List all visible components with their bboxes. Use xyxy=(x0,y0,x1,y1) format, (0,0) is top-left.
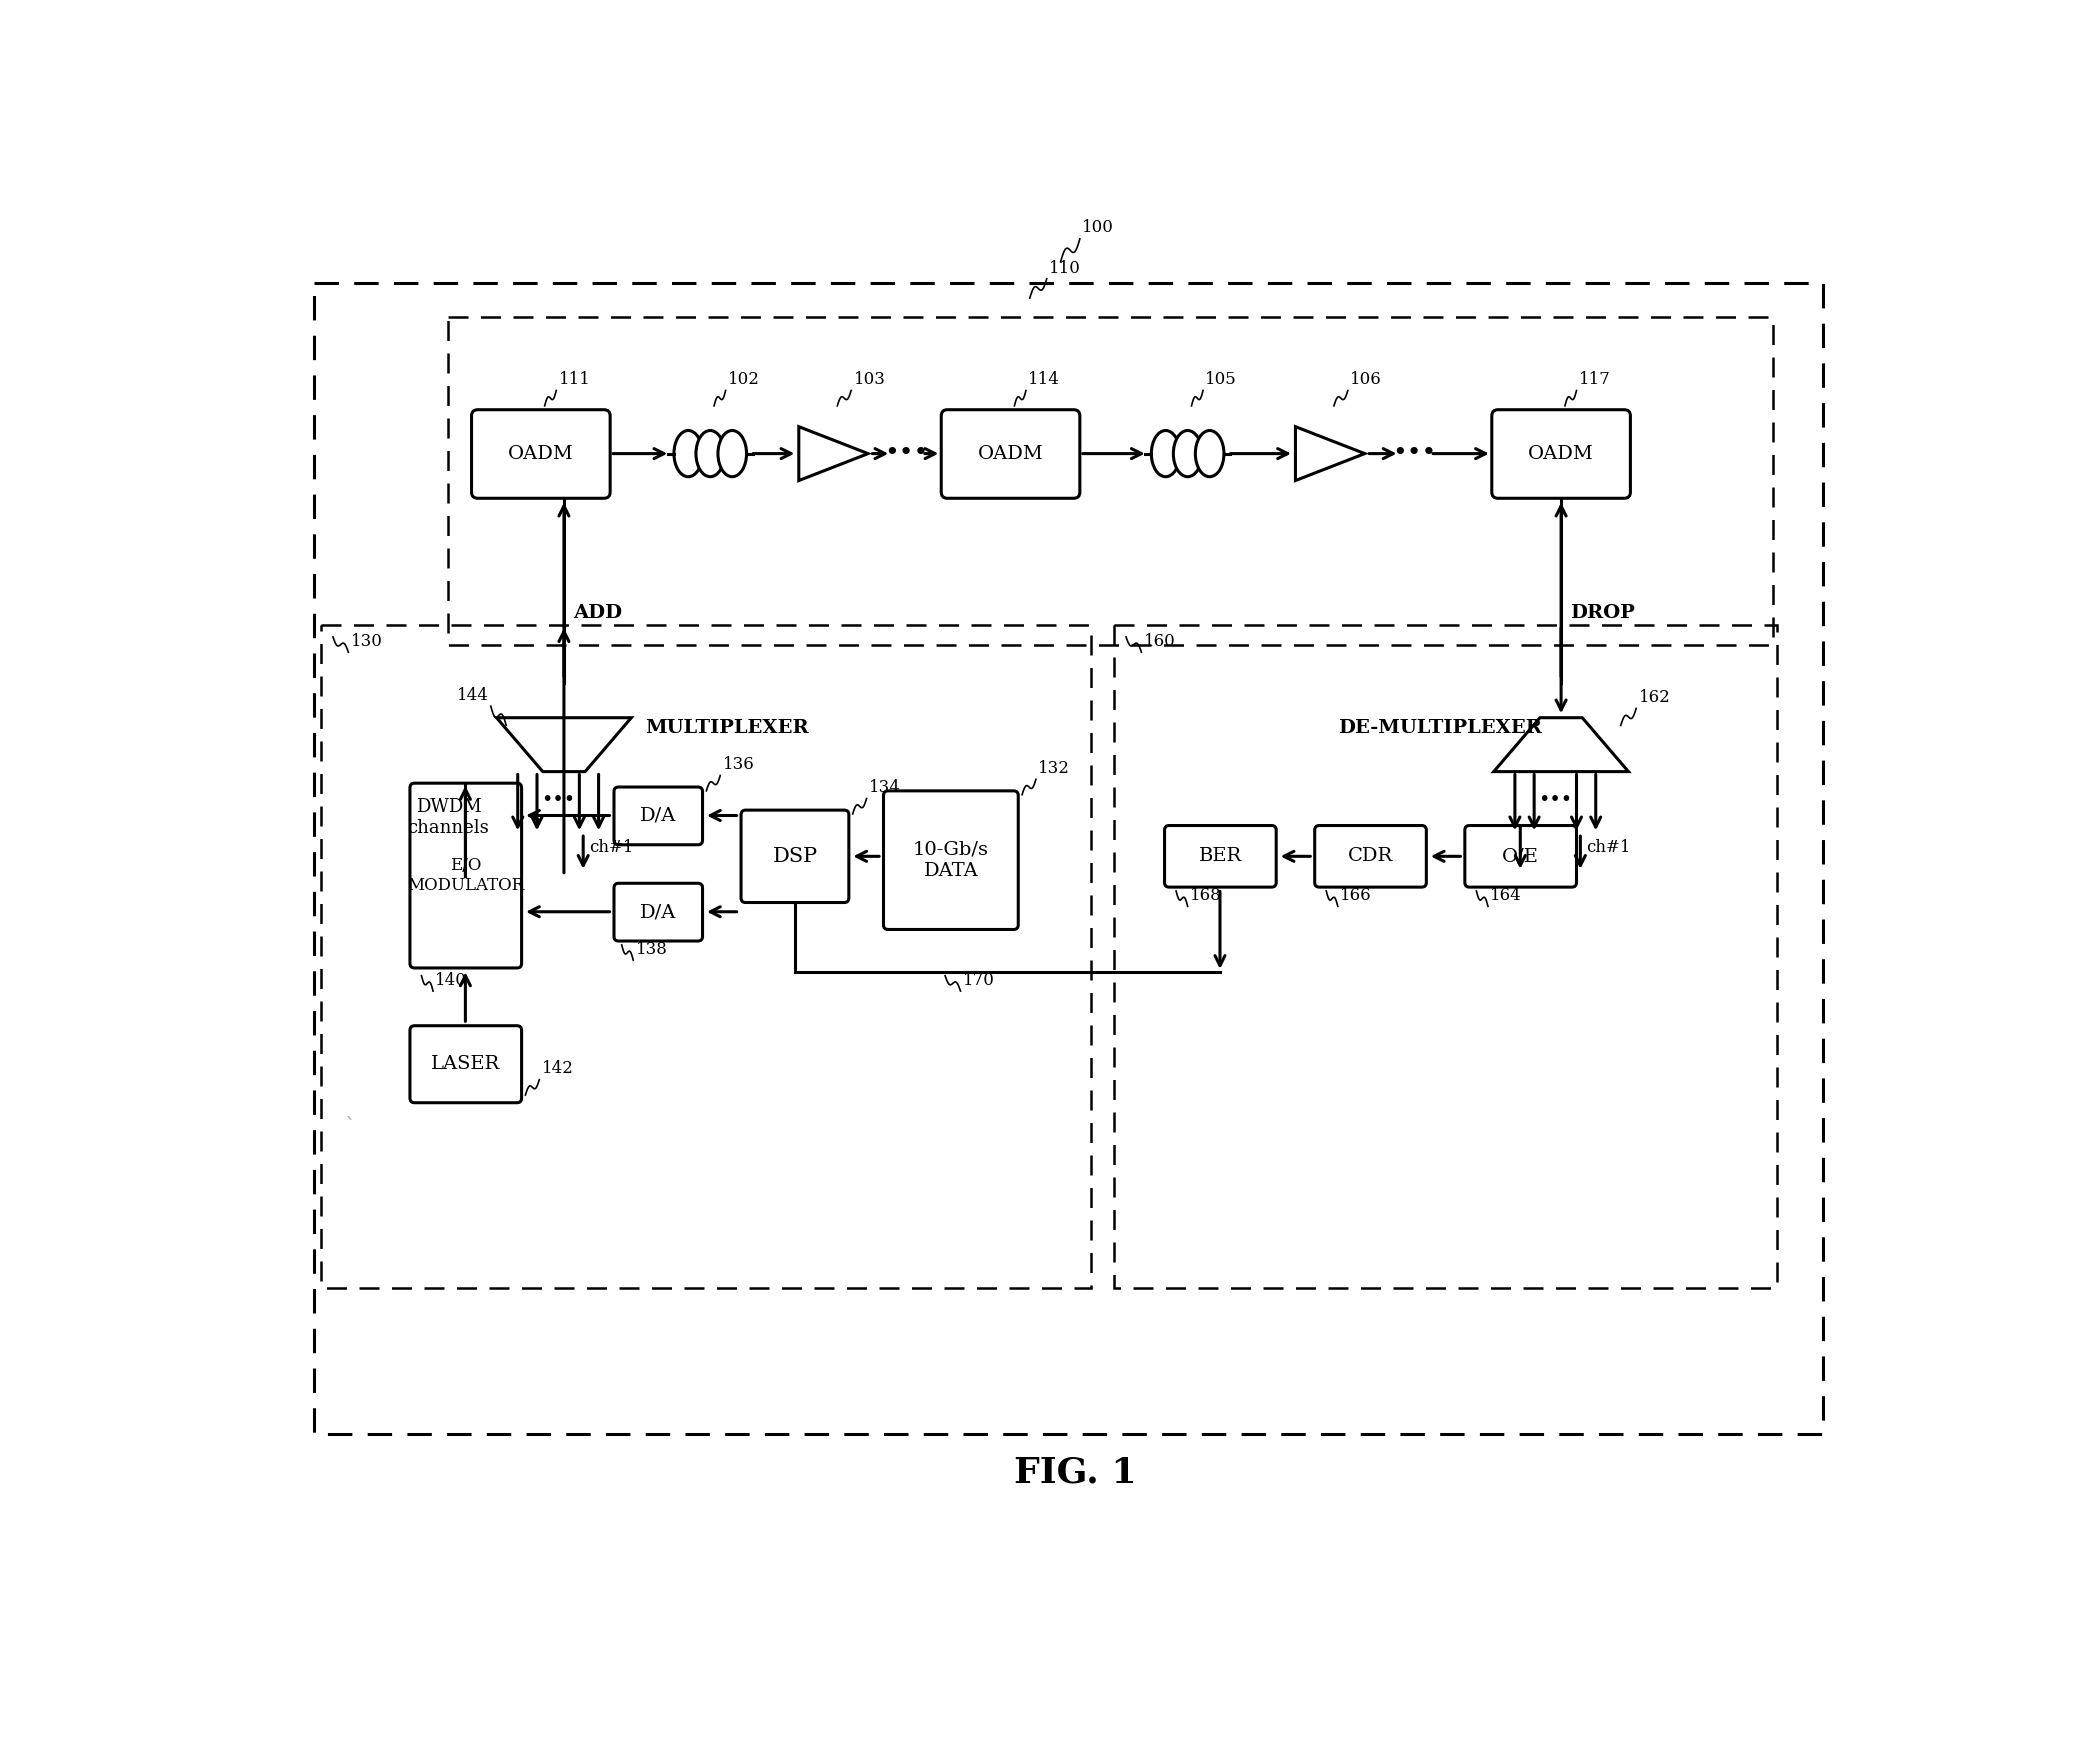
Text: •••: ••• xyxy=(1538,789,1571,808)
Polygon shape xyxy=(1494,718,1628,772)
Text: •••: ••• xyxy=(1393,442,1437,464)
Text: 102: 102 xyxy=(728,372,759,388)
Polygon shape xyxy=(799,426,869,480)
Ellipse shape xyxy=(718,431,747,477)
Text: O/E: O/E xyxy=(1502,847,1540,866)
Text: 10-Gb/s
DATA: 10-Gb/s DATA xyxy=(913,842,988,880)
FancyBboxPatch shape xyxy=(1464,826,1576,887)
FancyBboxPatch shape xyxy=(1315,826,1427,887)
Text: OADM: OADM xyxy=(978,445,1043,463)
Bar xyxy=(321,625,1091,1287)
Ellipse shape xyxy=(697,431,724,477)
Text: ch#1: ch#1 xyxy=(590,840,634,857)
Text: OADM: OADM xyxy=(1527,445,1594,463)
Text: 117: 117 xyxy=(1580,372,1611,388)
FancyBboxPatch shape xyxy=(409,784,522,967)
Text: 164: 164 xyxy=(1490,887,1521,904)
Text: 144: 144 xyxy=(457,686,489,704)
Bar xyxy=(449,318,1773,644)
Text: 170: 170 xyxy=(963,973,994,988)
FancyBboxPatch shape xyxy=(409,1025,522,1103)
Text: E/O
MODULATOR: E/O MODULATOR xyxy=(407,857,524,894)
Text: 130: 130 xyxy=(350,634,382,650)
Text: 142: 142 xyxy=(541,1060,573,1077)
Polygon shape xyxy=(497,718,631,772)
Text: LASER: LASER xyxy=(432,1055,501,1074)
Text: ADD: ADD xyxy=(573,604,623,622)
Bar xyxy=(315,283,1823,1433)
FancyBboxPatch shape xyxy=(942,410,1080,498)
Text: 132: 132 xyxy=(1039,760,1070,777)
FancyBboxPatch shape xyxy=(883,791,1018,929)
Text: DE-MULTIPLEXER: DE-MULTIPLEXER xyxy=(1339,719,1542,737)
FancyBboxPatch shape xyxy=(741,810,850,903)
Text: 136: 136 xyxy=(722,756,755,773)
FancyBboxPatch shape xyxy=(1164,826,1276,887)
FancyBboxPatch shape xyxy=(472,410,611,498)
Text: OADM: OADM xyxy=(508,445,573,463)
Text: 166: 166 xyxy=(1341,887,1372,904)
Text: •••: ••• xyxy=(541,789,575,808)
Text: 106: 106 xyxy=(1351,372,1383,388)
Polygon shape xyxy=(1294,426,1364,480)
Text: DSP: DSP xyxy=(772,847,818,866)
Text: FIG. 1: FIG. 1 xyxy=(1013,1456,1137,1489)
Text: 138: 138 xyxy=(636,941,667,959)
Text: CDR: CDR xyxy=(1347,847,1393,866)
Text: DROP: DROP xyxy=(1569,604,1634,622)
FancyBboxPatch shape xyxy=(1492,410,1630,498)
Text: 111: 111 xyxy=(558,372,590,388)
Text: 160: 160 xyxy=(1143,634,1175,650)
FancyBboxPatch shape xyxy=(615,883,703,941)
Text: D/A: D/A xyxy=(640,903,676,922)
Text: `: ` xyxy=(344,1116,357,1138)
Text: •••: ••• xyxy=(885,442,929,464)
Text: 168: 168 xyxy=(1190,887,1221,904)
Bar xyxy=(1114,625,1777,1287)
Text: 162: 162 xyxy=(1639,690,1670,705)
Text: MULTIPLEXER: MULTIPLEXER xyxy=(644,719,808,737)
Ellipse shape xyxy=(673,431,703,477)
Ellipse shape xyxy=(1152,431,1179,477)
Text: 100: 100 xyxy=(1083,220,1114,236)
Text: 110: 110 xyxy=(1049,260,1080,276)
Text: DWDM
channels: DWDM channels xyxy=(407,798,489,838)
Ellipse shape xyxy=(1196,431,1223,477)
Text: ch#1: ch#1 xyxy=(1586,840,1630,857)
Ellipse shape xyxy=(1173,431,1202,477)
Text: 140: 140 xyxy=(436,973,468,988)
Text: 105: 105 xyxy=(1206,372,1238,388)
Text: BER: BER xyxy=(1198,847,1242,866)
FancyBboxPatch shape xyxy=(615,787,703,845)
Text: 134: 134 xyxy=(869,779,900,796)
Text: D/A: D/A xyxy=(640,807,676,824)
Text: 103: 103 xyxy=(854,372,885,388)
Text: 114: 114 xyxy=(1028,372,1059,388)
